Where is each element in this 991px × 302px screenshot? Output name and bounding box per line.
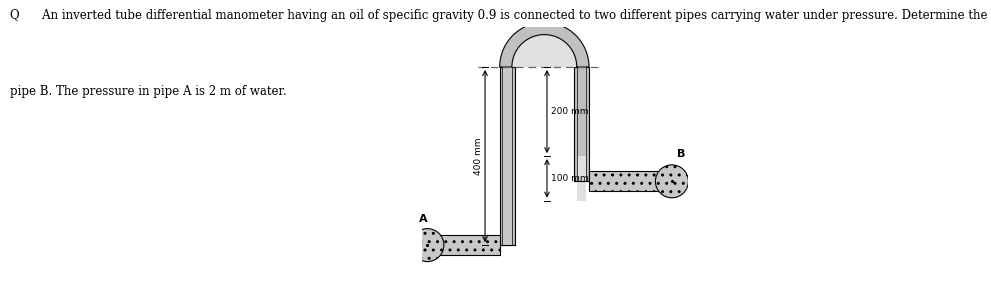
Polygon shape [512, 35, 577, 67]
Text: pipe B. The pressure in pipe A is 2 m of water.: pipe B. The pressure in pipe A is 2 m of… [10, 85, 286, 98]
Text: Q      An inverted tube differential manometer having an oil of specific gravity: Q An inverted tube differential manomete… [10, 9, 991, 22]
Bar [577, 156, 587, 201]
Bar [499, 67, 514, 245]
Text: B: B [677, 149, 686, 159]
Circle shape [655, 165, 689, 198]
Polygon shape [499, 22, 589, 67]
Text: 400 mm: 400 mm [474, 137, 483, 175]
Bar [427, 235, 499, 255]
Bar [574, 67, 589, 181]
Text: 200 mm: 200 mm [551, 107, 589, 116]
Bar [589, 171, 672, 191]
Text: A: A [419, 214, 428, 224]
Text: 100 mm: 100 mm [551, 174, 589, 183]
Bar [577, 181, 587, 201]
Circle shape [411, 229, 444, 262]
Bar [502, 67, 512, 245]
